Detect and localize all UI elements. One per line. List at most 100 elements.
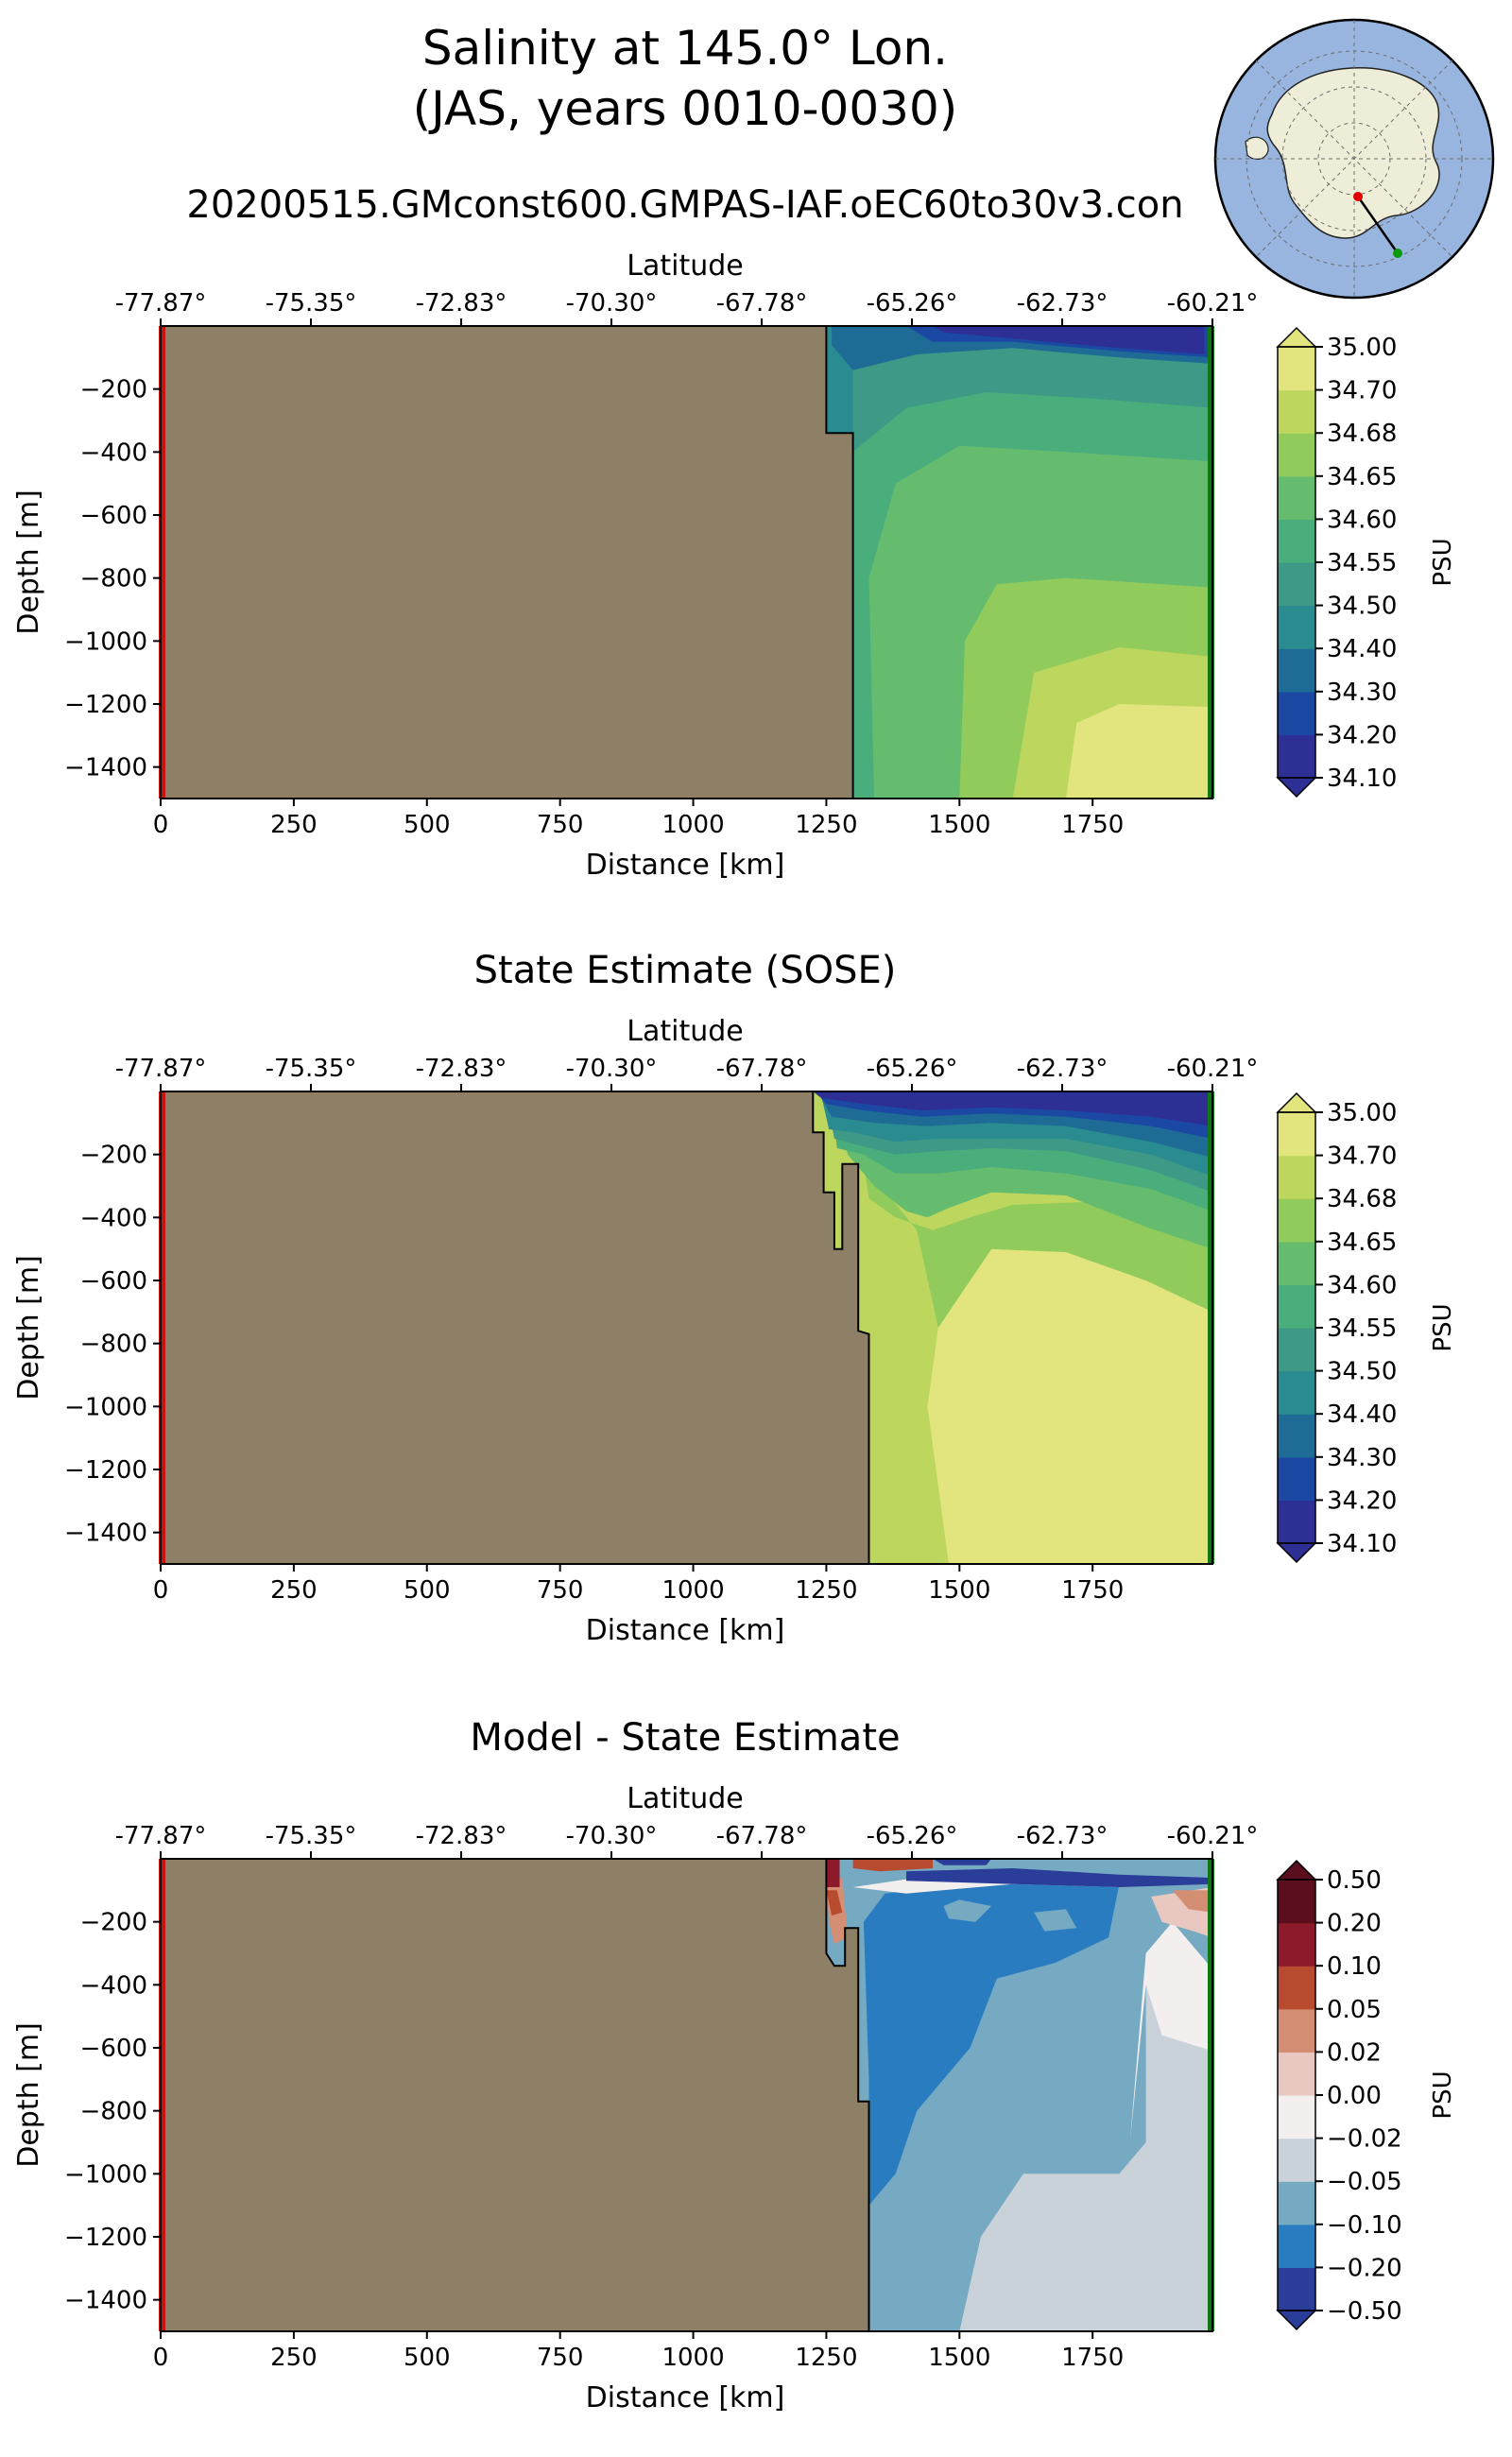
colorbar-tick-label: 34.65 xyxy=(1327,1228,1397,1257)
x-tick-label: 250 xyxy=(270,1576,318,1605)
colorbar-max-extend xyxy=(1276,1091,1317,1113)
contour-region xyxy=(813,1091,1212,1126)
colorbar-segment xyxy=(1278,2267,1315,2311)
latitude-tick-label: -67.78° xyxy=(716,1822,808,1850)
colorbar-segment xyxy=(1278,519,1315,563)
colorbar-segment xyxy=(1278,1112,1315,1157)
x-tick-label: 1750 xyxy=(1061,2344,1124,2372)
y-tick-label: −200 xyxy=(80,1142,147,1170)
contour-region xyxy=(943,1899,992,1922)
chart-panel-2: State Estimate (SOSE) 0 250 500 750 1000 1250 1… xyxy=(12,949,1457,1647)
colorbar-segment xyxy=(1278,562,1315,607)
latitude-tick-label: -72.83° xyxy=(416,1822,507,1850)
y-tick-label: −600 xyxy=(80,2035,147,2063)
antarctic-polar-stereographic-map-icon xyxy=(1213,18,1495,300)
colorbar-tick-label: 35.00 xyxy=(1327,1099,1397,1127)
y-tick-label: −1400 xyxy=(64,1520,147,1548)
top-axis-label: Latitude xyxy=(627,1015,743,1048)
latitude-tick-label: -65.26° xyxy=(867,1055,958,1083)
colorbar-tick-label: 34.30 xyxy=(1327,679,1397,707)
latitude-tick-label: -60.21° xyxy=(1167,1055,1259,1083)
panel-title: Model - State Estimate xyxy=(470,1716,900,1760)
x-tick-label: 1000 xyxy=(662,1576,724,1605)
colorbar-min-extend xyxy=(1276,1542,1317,1564)
x-tick-label: 500 xyxy=(404,811,451,839)
colorbar-segment xyxy=(1278,1284,1315,1329)
colorbar-segment xyxy=(1278,1922,1315,1967)
contour-region xyxy=(1034,1909,1077,1932)
x-tick-label: 1500 xyxy=(928,2344,990,2372)
latitude-tick-label: -65.26° xyxy=(867,1822,958,1850)
x-tick-label: 1250 xyxy=(795,1576,857,1605)
transect-end-line xyxy=(1208,1091,1214,1564)
colorbar-segment xyxy=(1278,1328,1315,1372)
colorbar-tick-label: 34.70 xyxy=(1327,1143,1397,1171)
contour-region xyxy=(933,1859,992,1865)
x-axis-label: Distance [km] xyxy=(586,1614,785,1647)
colorbar-tick-label: −0.50 xyxy=(1327,2297,1402,2326)
x-tick-label: 750 xyxy=(537,1576,584,1605)
contour-region xyxy=(1066,704,1212,799)
colorbar-tick-label: 34.40 xyxy=(1327,1400,1397,1429)
colorbar-segment xyxy=(1278,475,1315,520)
colorbar-segment xyxy=(1278,648,1315,693)
y-axis-label: Depth [m] xyxy=(12,490,45,635)
colorbar-tick-label: 0.10 xyxy=(1327,1952,1382,1981)
colorbar-tick-label: 34.20 xyxy=(1327,721,1397,749)
y-tick-label: −800 xyxy=(80,1331,147,1359)
colorbar-segment xyxy=(1278,347,1315,391)
colorbar-segment xyxy=(1278,2095,1315,2139)
contour-region xyxy=(933,326,1205,354)
latitude-tick-label: -77.87° xyxy=(115,1055,207,1083)
transect-end-line xyxy=(1208,326,1214,799)
y-tick-label: −800 xyxy=(80,565,147,593)
x-tick-label: 750 xyxy=(537,811,584,839)
colorbar-tick-label: 34.55 xyxy=(1327,549,1397,577)
colorbar-tick-label: 35.00 xyxy=(1327,334,1397,362)
colorbar-tick-label: 34.50 xyxy=(1327,593,1397,621)
contour-region xyxy=(863,1878,1120,2206)
colorbar-tick-label: 34.20 xyxy=(1327,1486,1397,1515)
latitude-tick-label: -67.78° xyxy=(716,1055,808,1083)
x-tick-label: 1250 xyxy=(795,2344,857,2372)
latitude-tick-label: -75.35° xyxy=(266,1822,357,1850)
colorbar-max-extend xyxy=(1276,1859,1317,1881)
latitude-tick-label: -62.73° xyxy=(1017,1822,1108,1850)
top-axis-label: Latitude xyxy=(627,249,743,283)
colorbar-segment xyxy=(1278,1198,1315,1243)
y-tick-label: −1400 xyxy=(64,754,147,782)
y-tick-label: −400 xyxy=(80,438,147,467)
latitude-tick-label: -70.30° xyxy=(566,1055,658,1083)
colorbar-tick-label: 34.10 xyxy=(1327,1530,1397,1558)
latitude-tick-label: -60.21° xyxy=(1167,1822,1259,1850)
colorbar-segment xyxy=(1278,605,1315,649)
chart-panel-1: 20200515.GMconst600.GMPAS-IAF.oEC60to30v… xyxy=(12,183,1457,882)
colorbar-segment xyxy=(1278,1880,1315,1924)
transect-start-line xyxy=(159,1859,165,2331)
x-tick-label: 1750 xyxy=(1061,1576,1124,1605)
latitude-tick-label: -75.35° xyxy=(266,1055,357,1083)
colorbar-segment xyxy=(1278,2181,1315,2225)
x-tick-label: 1750 xyxy=(1061,811,1124,839)
y-tick-label: −400 xyxy=(80,1204,147,1232)
x-tick-label: 1500 xyxy=(928,811,990,839)
latitude-tick-label: -70.30° xyxy=(566,289,658,318)
contour-region xyxy=(959,1953,1212,2331)
colorbar-tick-label: 34.30 xyxy=(1327,1444,1397,1472)
y-axis-label: Depth [m] xyxy=(12,2022,45,2168)
colorbar-label: PSU xyxy=(1429,538,1457,586)
colorbar-tick-label: 34.68 xyxy=(1327,420,1397,448)
transect-end-line xyxy=(1208,1859,1214,2331)
y-tick-label: −200 xyxy=(80,1909,147,1937)
colorbar-tick-label: −0.02 xyxy=(1327,2125,1402,2154)
y-tick-label: −200 xyxy=(80,376,147,404)
latitude-tick-label: -77.87° xyxy=(115,289,207,318)
colorbar-segment xyxy=(1278,1456,1315,1501)
colorbar-segment xyxy=(1278,433,1315,477)
colorbar-segment xyxy=(1278,1241,1315,1285)
x-tick-label: 250 xyxy=(270,2344,318,2372)
y-tick-label: −600 xyxy=(80,502,147,530)
latitude-tick-label: -75.35° xyxy=(266,289,357,318)
x-tick-label: 0 xyxy=(153,1576,169,1605)
figure-title-line-2: (JAS, years 0010-0030) xyxy=(413,81,958,136)
